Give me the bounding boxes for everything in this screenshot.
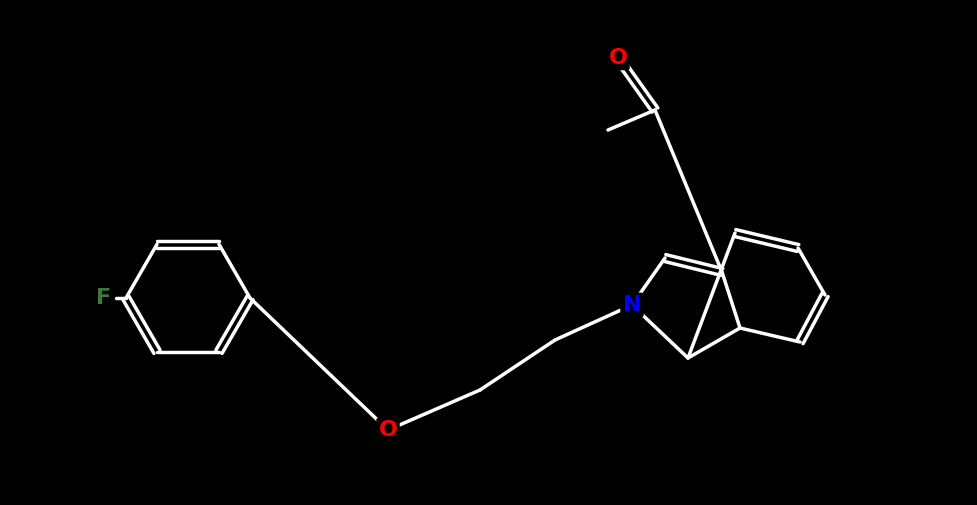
Text: N: N <box>622 295 641 315</box>
Text: F: F <box>97 288 111 308</box>
Text: O: O <box>378 420 397 440</box>
Text: N: N <box>622 295 641 315</box>
Text: O: O <box>608 48 627 68</box>
